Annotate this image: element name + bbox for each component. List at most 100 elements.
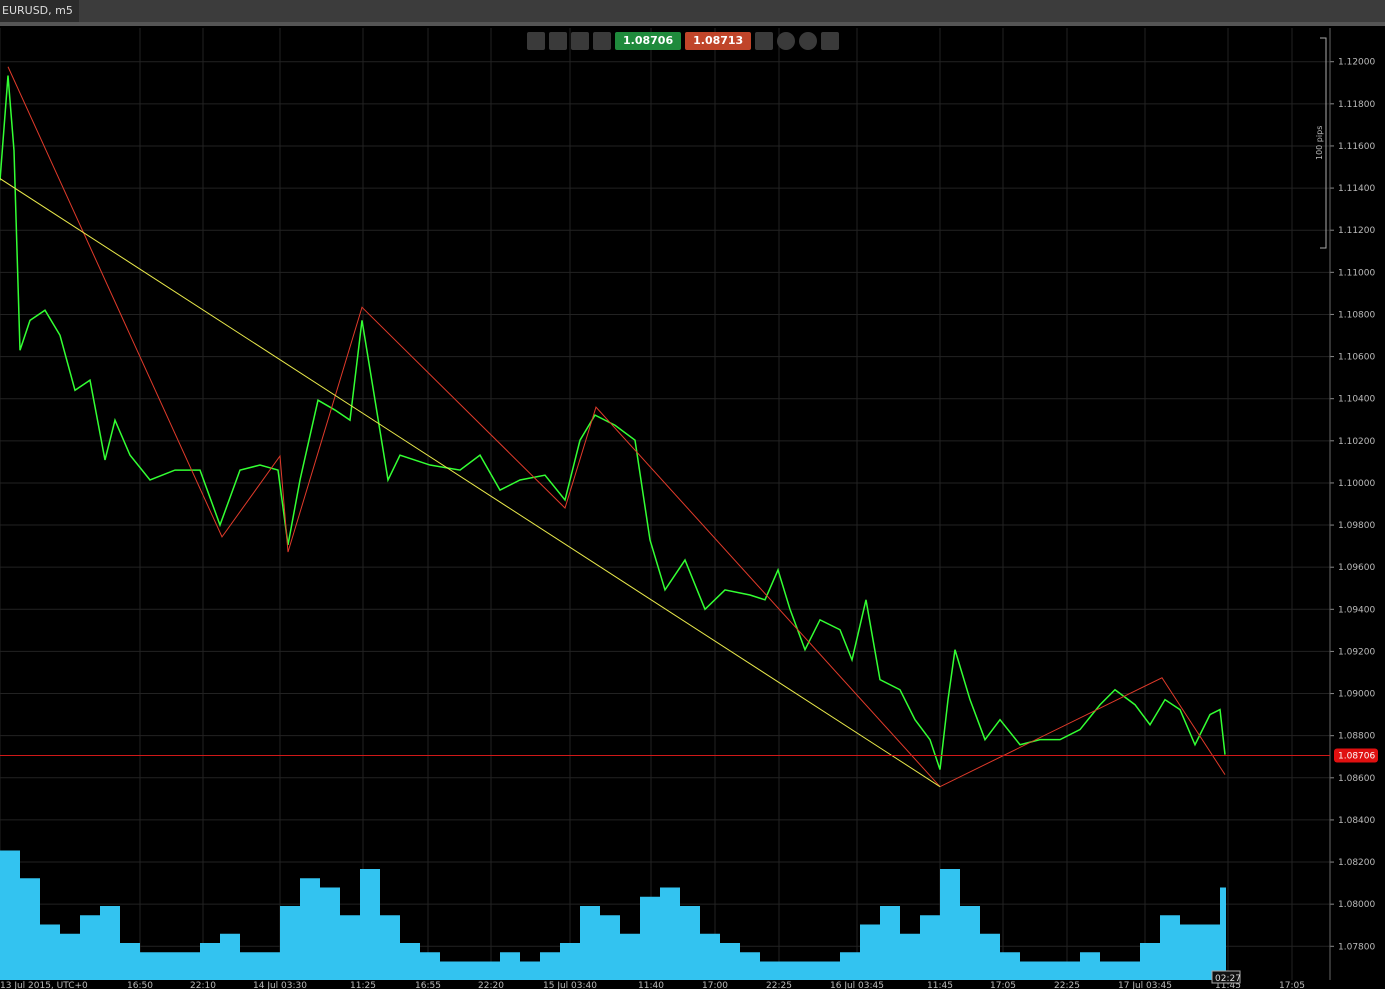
y-tick-label: 1.10600 (1338, 353, 1375, 363)
x-tick-label: 16 Jul 03:45 (830, 981, 884, 989)
volume-bar (120, 943, 140, 980)
volume-bar (1040, 961, 1060, 980)
x-tick-label: 15 Jul 03:40 (543, 981, 597, 989)
volume-bar (840, 952, 860, 980)
zoom-button[interactable] (527, 32, 545, 50)
y-tick-label: 1.08400 (1338, 816, 1375, 826)
y-tick-label: 1.11400 (1338, 184, 1375, 194)
x-tick-label: 17:05 (1279, 981, 1305, 989)
y-tick-label: 1.08600 (1338, 774, 1375, 784)
volume-bar (660, 887, 680, 980)
volume-bar (480, 961, 500, 980)
sell-button[interactable]: 1.08706 (615, 32, 682, 50)
volume-bar (1180, 924, 1200, 980)
plot-background (0, 28, 1385, 980)
x-tick-label: 11:40 (638, 981, 664, 989)
y-tick-label: 1.09200 (1338, 647, 1375, 657)
candles-button[interactable] (571, 32, 589, 50)
chart-button[interactable] (549, 32, 567, 50)
trader-button[interactable] (821, 32, 840, 50)
volume-bar (1060, 961, 1080, 980)
volume-bar (1120, 961, 1140, 980)
x-tick-label: 11:45 (1215, 981, 1241, 989)
volume-bar (220, 933, 240, 980)
volume-bar (300, 878, 320, 980)
volume-bar (1160, 915, 1180, 980)
y-tick-label: 1.12000 (1338, 58, 1375, 68)
y-tick-label: 1.09800 (1338, 521, 1375, 531)
y-tick-label: 1.10800 (1338, 310, 1375, 320)
volume-bar (580, 906, 600, 980)
volume-bar (980, 933, 1000, 980)
y-tick-label: 1.08200 (1338, 858, 1375, 868)
x-tick-label: 22:20 (478, 981, 504, 989)
volume-bar (520, 961, 540, 980)
countdown-label: 02:27 (1215, 974, 1241, 984)
x-tick-label: 17:00 (702, 981, 728, 989)
info-button[interactable] (777, 32, 796, 50)
buy-button[interactable]: 1.08713 (685, 32, 752, 50)
x-tick-label: 13 Jul 2015, UTC+0 (0, 981, 88, 989)
volume-bar (620, 933, 640, 980)
volume-bar (280, 906, 300, 980)
y-tick-label: 1.11600 (1338, 142, 1375, 152)
y-tick-label: 1.08000 (1338, 900, 1375, 910)
volume-bar (940, 869, 960, 980)
volume-bar (1220, 887, 1226, 980)
volume-bar (800, 961, 820, 980)
volume-bar (540, 952, 560, 980)
sentiment-button[interactable] (799, 32, 818, 50)
volume-bar (700, 933, 720, 980)
y-tick-label: 1.08800 (1338, 732, 1375, 742)
volume-bar (600, 915, 620, 980)
x-tick-label: 14 Jul 03:30 (253, 981, 307, 989)
volume-bar (360, 869, 380, 980)
x-tick-label: 11:45 (927, 981, 953, 989)
volume-bar (900, 933, 920, 980)
volume-bar (40, 924, 60, 980)
volume-bar (1080, 952, 1100, 980)
x-tick-label: 22:10 (190, 981, 216, 989)
tab-bar: EURUSD, m5 (0, 0, 1385, 26)
y-tick-label: 1.09600 (1338, 563, 1375, 573)
symbol-tab[interactable]: EURUSD, m5 (0, 0, 79, 22)
volume-bar (560, 943, 580, 980)
current-price-tag (1334, 748, 1378, 763)
x-tick-label: 16:50 (127, 981, 153, 989)
volume-bar (1100, 961, 1120, 980)
volume-bar (380, 915, 400, 980)
volume-bar (860, 924, 880, 980)
volume-bar (400, 943, 420, 980)
x-tick-label: 22:25 (1054, 981, 1080, 989)
y-tick-label: 1.10000 (1338, 479, 1375, 489)
y-tick-label: 1.09000 (1338, 690, 1375, 700)
volume-bar (80, 915, 100, 980)
volume-bar (960, 906, 980, 980)
list-button[interactable] (755, 32, 774, 50)
volume-bar (1000, 952, 1020, 980)
price-line (7, 66, 1226, 788)
period-button[interactable] (593, 32, 611, 50)
range-label: 100 pips (1315, 126, 1324, 160)
volume-bar (880, 906, 900, 980)
volume-bar (440, 961, 460, 980)
volume-bar (500, 952, 520, 980)
volume-bar (340, 915, 360, 980)
volume-bar (200, 943, 220, 980)
x-tick-label: 17 Jul 03:45 (1118, 981, 1172, 989)
volume-bar (740, 952, 760, 980)
x-tick-label: 17:05 (990, 981, 1016, 989)
range-bracket (1320, 37, 1327, 249)
y-tick-label: 1.11800 (1338, 100, 1375, 110)
y-tick-label: 1.11000 (1338, 268, 1375, 278)
volume-bar (780, 961, 800, 980)
volume-bar (920, 915, 940, 980)
volume-bar (420, 952, 440, 980)
volume-bar (720, 943, 740, 980)
volume-bar (1020, 961, 1040, 980)
volume-bar (240, 952, 260, 980)
y-tick-label: 1.10200 (1338, 437, 1375, 447)
x-tick-label: 22:25 (766, 981, 792, 989)
